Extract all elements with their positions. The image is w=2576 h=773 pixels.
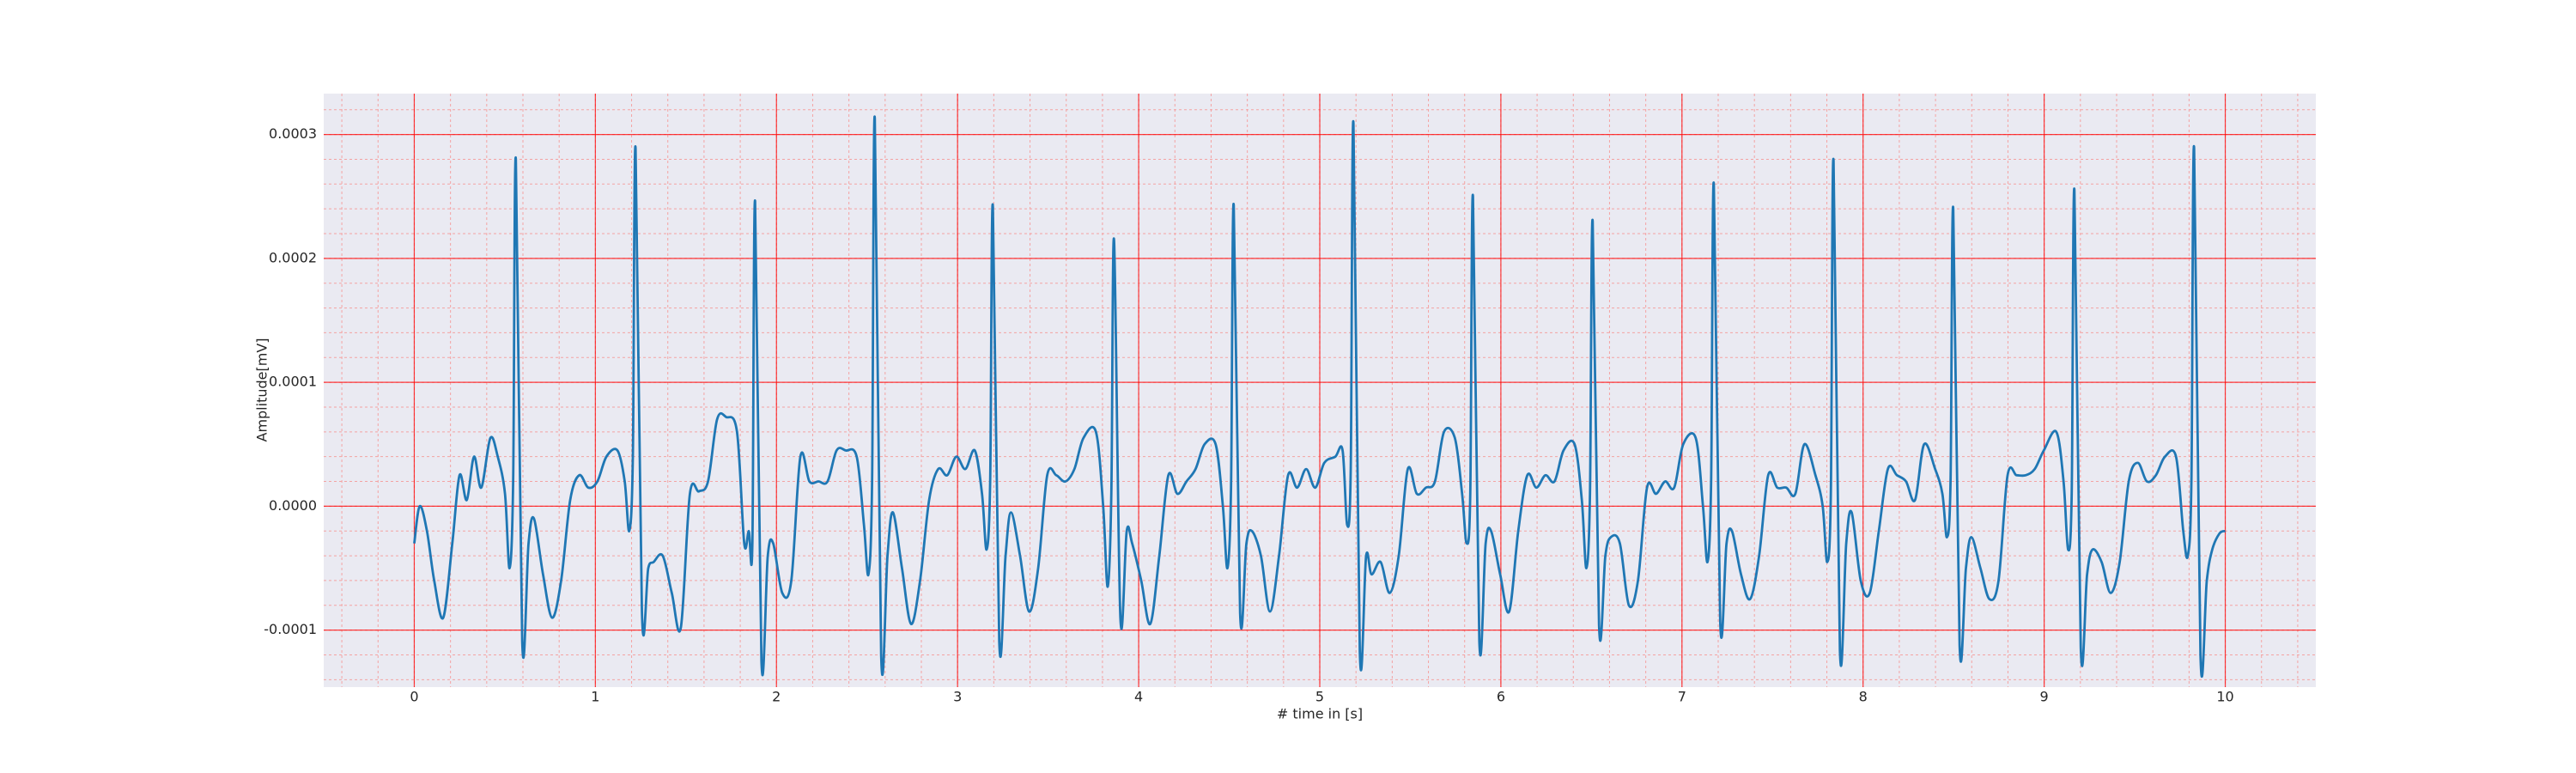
grid (324, 94, 2316, 687)
x-tick-label: 0 (410, 689, 418, 705)
x-tick-label: 8 (1859, 689, 1868, 705)
x-tick-label: 6 (1497, 689, 1505, 705)
y-tick-label: 0.0002 (269, 249, 317, 265)
labels: 0 1 2 3 4 5 6 7 8 9 10 -0.0001 0.0000 0.0001 0.0002 0.0… (264, 125, 2233, 704)
x-tick-label: 4 (1134, 689, 1143, 705)
y-tick-label: 0.0000 (269, 497, 317, 514)
x-tick-label: 5 (1315, 689, 1324, 705)
y-tick-label: -0.0001 (264, 621, 317, 637)
x-tick-label: 7 (1678, 689, 1686, 705)
x-tick-label: 3 (953, 689, 962, 705)
x-tick-label: 2 (772, 689, 781, 705)
marks (413, 115, 2227, 678)
y-axis-label: Amplitude[mV] (254, 338, 270, 441)
y-tick-label: 0.0003 (269, 125, 317, 142)
y-tick-label: 0.0001 (269, 374, 317, 390)
x-tick-label: 1 (591, 689, 599, 705)
x-axis-label: # time in [s] (1277, 706, 1363, 722)
signal-line (413, 115, 2227, 678)
x-tick-label: 10 (2216, 689, 2233, 705)
x-tick-label: 9 (2040, 689, 2049, 705)
